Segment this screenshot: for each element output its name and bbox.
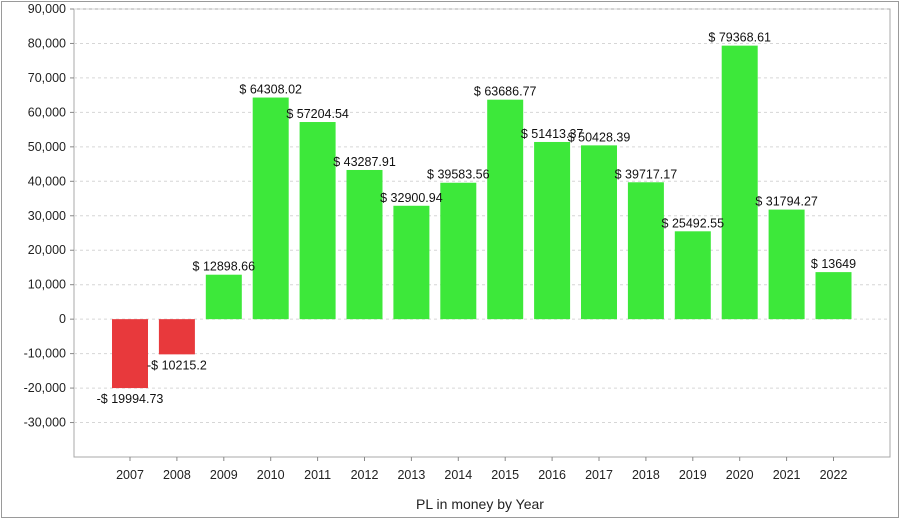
bar-2014 [440, 182, 477, 320]
y-axis: -30,000 -20,000 -10,000 0 10,000 20,000 30,000… [24, 2, 74, 430]
data-label-2007: -$ 19994.73 [97, 392, 164, 406]
data-label-2013: $ 32900.94 [380, 191, 443, 205]
data-label-2016: $ 51413.37 [521, 127, 584, 141]
bar-2011 [299, 122, 336, 320]
x-tick-label-2012: 2012 [351, 468, 379, 482]
data-label-2015: $ 63686.77 [474, 85, 537, 99]
x-tick-label-2010: 2010 [257, 468, 285, 482]
bar-2007 [112, 319, 148, 389]
bar-2010 [252, 97, 289, 320]
y-tick-label: 40,000 [28, 174, 66, 188]
data-label-2008: -$ 10215.2 [147, 358, 207, 372]
y-tick-label: -20,000 [24, 381, 66, 395]
bar-2017 [581, 145, 617, 320]
x-tick-label-2016: 2016 [538, 468, 566, 482]
x-tick-label-2020: 2020 [726, 468, 754, 482]
bar-2016 [534, 141, 571, 320]
x-tick-label-2019: 2019 [679, 468, 707, 482]
data-label-2010: $ 64308.02 [239, 83, 302, 97]
data-label-2019: $ 25492.55 [662, 216, 725, 230]
y-tick-label: 70,000 [28, 71, 66, 85]
x-tick-label-2022: 2022 [820, 468, 848, 482]
data-label-2020: $ 79368.61 [708, 31, 771, 45]
x-tick-label-2011: 2011 [304, 468, 331, 482]
y-tick-label: 30,000 [28, 209, 66, 223]
x-tick-label-2014: 2014 [444, 468, 472, 482]
data-label-2017: $ 50428.39 [568, 130, 631, 144]
bar-2021 [768, 209, 805, 320]
data-label-2018: $ 39717.17 [615, 167, 678, 181]
y-tick-label: 50,000 [28, 140, 66, 154]
x-tick-label-2018: 2018 [632, 468, 660, 482]
plot-area [73, 8, 891, 458]
x-axis-title: PL in money by Year [416, 496, 544, 512]
x-tick-label-2008: 2008 [163, 468, 191, 482]
data-label-2014: $ 39583.56 [427, 168, 490, 182]
y-tick-label: 60,000 [28, 105, 66, 119]
bar-2008 [158, 319, 195, 355]
y-tick-label: 20,000 [28, 243, 66, 257]
data-label-2012: $ 43287.91 [333, 155, 396, 169]
bar-2009 [205, 274, 242, 320]
data-label-2022: $ 13649 [811, 257, 856, 271]
data-label-2009: $ 12898.66 [193, 260, 256, 274]
bar-2018 [627, 182, 664, 320]
x-tick-label-2021: 2021 [773, 468, 801, 482]
x-tick-label-2015: 2015 [491, 468, 519, 482]
y-tick-label: 80,000 [28, 36, 66, 50]
bars [112, 45, 852, 389]
bar-2013 [393, 205, 430, 320]
bar-2022 [815, 272, 852, 320]
bar-2020 [721, 45, 758, 320]
x-tick-label-2017: 2017 [585, 468, 613, 482]
x-tick-label-2013: 2013 [397, 468, 425, 482]
x-axis: 2007 2008 2009 2010 2011 2012 2013 2014 2015 2016… [116, 457, 847, 482]
bar-2019 [674, 231, 711, 320]
x-tick-label-2009: 2009 [210, 468, 238, 482]
bar-2012 [346, 169, 383, 320]
y-tick-label: 10,000 [28, 278, 66, 292]
x-tick-label-2007: 2007 [116, 468, 144, 482]
data-labels: -$ 19994.73 -$ 10215.2 $ 12898.66 $ 64308.0… [97, 31, 857, 406]
y-tick-label: 90,000 [28, 2, 66, 16]
y-tick-label: -30,000 [24, 416, 66, 430]
y-tick-label: -10,000 [24, 347, 66, 361]
data-label-2011: $ 57204.54 [286, 107, 349, 121]
bar-2015 [487, 99, 524, 320]
data-label-2021: $ 31794.27 [755, 195, 818, 209]
y-tick-label: 0 [59, 312, 66, 326]
